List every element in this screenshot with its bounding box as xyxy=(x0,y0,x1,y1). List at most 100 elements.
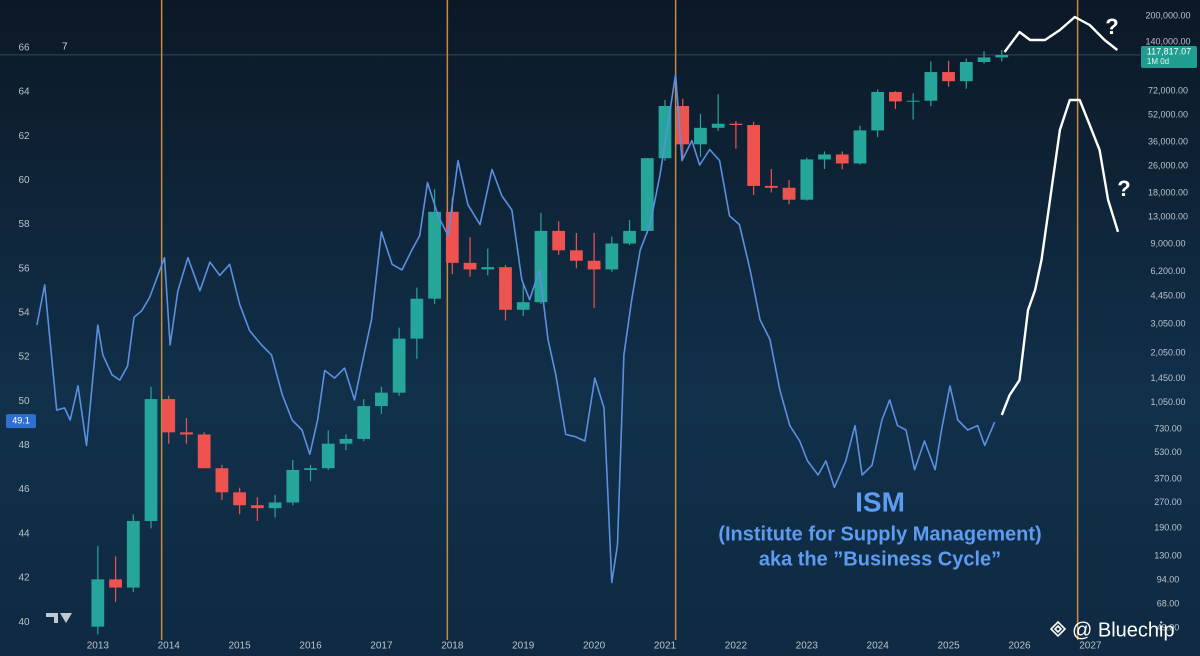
candle-body xyxy=(818,154,831,160)
candle-body xyxy=(428,211,441,299)
candle-body xyxy=(640,158,654,231)
tv-logo xyxy=(46,613,72,623)
candle-body xyxy=(516,302,530,310)
candle-body xyxy=(321,443,335,469)
candle-body xyxy=(250,505,264,509)
candle-body xyxy=(392,338,406,393)
x-tick-label: 2020 xyxy=(583,641,606,652)
y2-tick-label: 68.00 xyxy=(1157,598,1180,608)
plot-area xyxy=(0,0,1140,640)
candle-body xyxy=(534,230,548,303)
candle-body xyxy=(605,243,619,270)
annotation: ISM xyxy=(855,486,905,517)
candle-body xyxy=(587,260,601,270)
y-tick-label: 44 xyxy=(18,528,30,539)
y-tick-label: 50 xyxy=(18,396,30,407)
x-tick-label: 2025 xyxy=(937,641,960,652)
x-tick-label: 2024 xyxy=(867,641,890,652)
y-tick-label: 42 xyxy=(18,573,30,584)
y2-tick-label: 530.00 xyxy=(1154,447,1182,457)
price-tag-period: 1M 0d xyxy=(1147,57,1169,66)
candle-body xyxy=(410,298,424,339)
candle-body xyxy=(162,399,176,433)
watermark-icon xyxy=(1049,620,1067,638)
candle-body xyxy=(924,72,938,101)
question-mark: ? xyxy=(1105,14,1118,39)
candle-body xyxy=(711,123,725,128)
x-tick-label: 2015 xyxy=(229,641,252,652)
candle-body xyxy=(286,469,300,503)
y-tick-label: 48 xyxy=(18,440,30,451)
x-tick-label: 2023 xyxy=(796,641,819,652)
y-tick-label: 58 xyxy=(18,219,30,230)
line-series xyxy=(1000,98,1120,416)
candle-body xyxy=(729,123,743,126)
x-tick-label: 2022 xyxy=(725,641,748,652)
candle-body xyxy=(144,399,158,521)
y2-tick-label: 1,050.00 xyxy=(1150,397,1185,407)
annotation: (Institute for Supply Management) xyxy=(718,523,1041,545)
y2-tick-label: 2,050.00 xyxy=(1150,348,1185,358)
candle-body xyxy=(853,130,867,164)
x-tick-label: 2017 xyxy=(370,641,393,652)
y2-tick-label: 72,000.00 xyxy=(1148,86,1188,96)
y-tick-label: 66 xyxy=(18,43,30,54)
candle-body xyxy=(180,432,193,435)
x-tick-label: 2026 xyxy=(1008,641,1031,652)
candle-body xyxy=(764,185,778,188)
y-tick-label: 60 xyxy=(18,175,30,186)
candle-body xyxy=(233,492,247,506)
candle-body xyxy=(499,267,512,310)
y2-tick-label: 9,000.00 xyxy=(1150,239,1185,249)
candle-body xyxy=(959,61,973,82)
candle-body xyxy=(304,468,317,470)
candle-body xyxy=(375,392,388,407)
annotation: aka the ”Business Cycle” xyxy=(759,548,1001,570)
y2-tick-label: 13,000.00 xyxy=(1148,212,1188,222)
candle-body xyxy=(942,72,955,82)
candle-body xyxy=(445,211,459,263)
candle-body xyxy=(268,502,282,509)
y-tick-label: 40 xyxy=(18,617,30,628)
x-tick-label: 2014 xyxy=(158,641,181,652)
y2-tick-label: 730.00 xyxy=(1154,424,1182,434)
y2-tick-label: 6,200.00 xyxy=(1150,266,1185,276)
price-tag xyxy=(1141,45,1197,68)
y2-tick-label: 49.00 xyxy=(1157,622,1180,632)
y-tick-label: 64 xyxy=(18,87,30,98)
x-tick-label: 2021 xyxy=(654,641,677,652)
x-tick-label: 2027 xyxy=(1079,641,1102,652)
y2-tick-label: 26,000.00 xyxy=(1148,161,1188,171)
y2-tick-label: 1,450.00 xyxy=(1150,373,1185,383)
price-tag-label: 117,817.07 xyxy=(1147,46,1191,56)
y-tick-label: 56 xyxy=(18,263,30,274)
candle-body xyxy=(995,54,1009,58)
candle-body xyxy=(357,406,371,439)
candle-body xyxy=(623,230,636,244)
candle-body xyxy=(126,520,140,588)
candle-body xyxy=(109,579,122,588)
candle-body xyxy=(481,267,495,270)
y-tick-label: 46 xyxy=(18,484,30,495)
candle-body xyxy=(570,250,583,261)
y2-tick-label: 140,000.00 xyxy=(1145,37,1190,47)
x-tick-label: 2019 xyxy=(512,641,535,652)
y2-tick-label: 130.00 xyxy=(1154,551,1182,561)
y2-tick-label: 3,050.00 xyxy=(1150,318,1185,328)
y2-tick-label: 370.00 xyxy=(1154,474,1182,484)
candle-body xyxy=(800,159,814,200)
candle-body xyxy=(889,91,902,102)
candle-body xyxy=(215,468,229,493)
candle-body xyxy=(977,57,991,62)
axes: 40 42 44 46 48 50 52 54 56 58 60 62 64 66 200,000.00 14… xyxy=(6,10,1197,652)
x-tick-label: 2013 xyxy=(87,641,110,652)
y2-tick-label: 200,000.00 xyxy=(1145,10,1190,20)
symbol-label: 7 xyxy=(62,42,68,53)
line-series xyxy=(36,73,996,584)
candle-body xyxy=(339,438,353,444)
x-tick-label: 2018 xyxy=(441,641,464,652)
candle-body xyxy=(694,127,707,145)
candle-body xyxy=(747,125,760,186)
y2-tick-label: 4,450.00 xyxy=(1150,291,1185,301)
